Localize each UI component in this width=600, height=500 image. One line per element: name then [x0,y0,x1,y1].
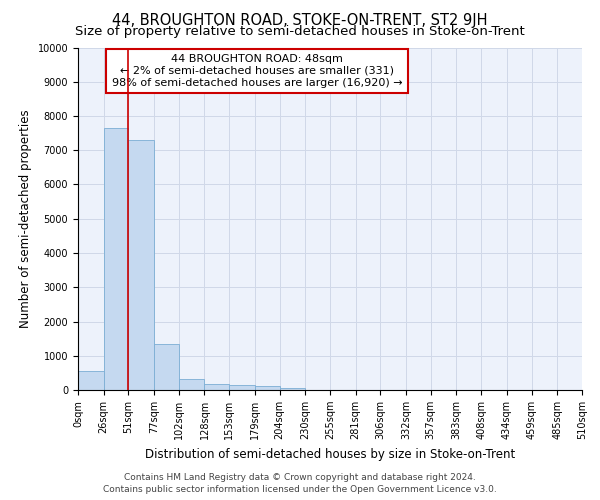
Text: 44 BROUGHTON ROAD: 48sqm  
← 2% of semi-detached houses are smaller (331)
98% of: 44 BROUGHTON ROAD: 48sqm ← 2% of semi-de… [112,54,402,88]
Bar [255,386,280,390]
Bar [128,140,154,390]
Bar [104,128,128,390]
Text: 44, BROUGHTON ROAD, STOKE-ON-TRENT, ST2 9JH: 44, BROUGHTON ROAD, STOKE-ON-TRENT, ST2 … [112,12,488,28]
Bar [154,344,179,390]
Bar [205,384,229,390]
Bar [179,378,205,390]
Text: Contains HM Land Registry data © Crown copyright and database right 2024.
Contai: Contains HM Land Registry data © Crown c… [103,472,497,494]
Text: Size of property relative to semi-detached houses in Stoke-on-Trent: Size of property relative to semi-detach… [75,25,525,38]
X-axis label: Distribution of semi-detached houses by size in Stoke-on-Trent: Distribution of semi-detached houses by … [145,448,515,460]
Bar [280,388,305,390]
Y-axis label: Number of semi-detached properties: Number of semi-detached properties [19,110,32,328]
Bar [78,371,104,390]
Bar [229,384,255,390]
